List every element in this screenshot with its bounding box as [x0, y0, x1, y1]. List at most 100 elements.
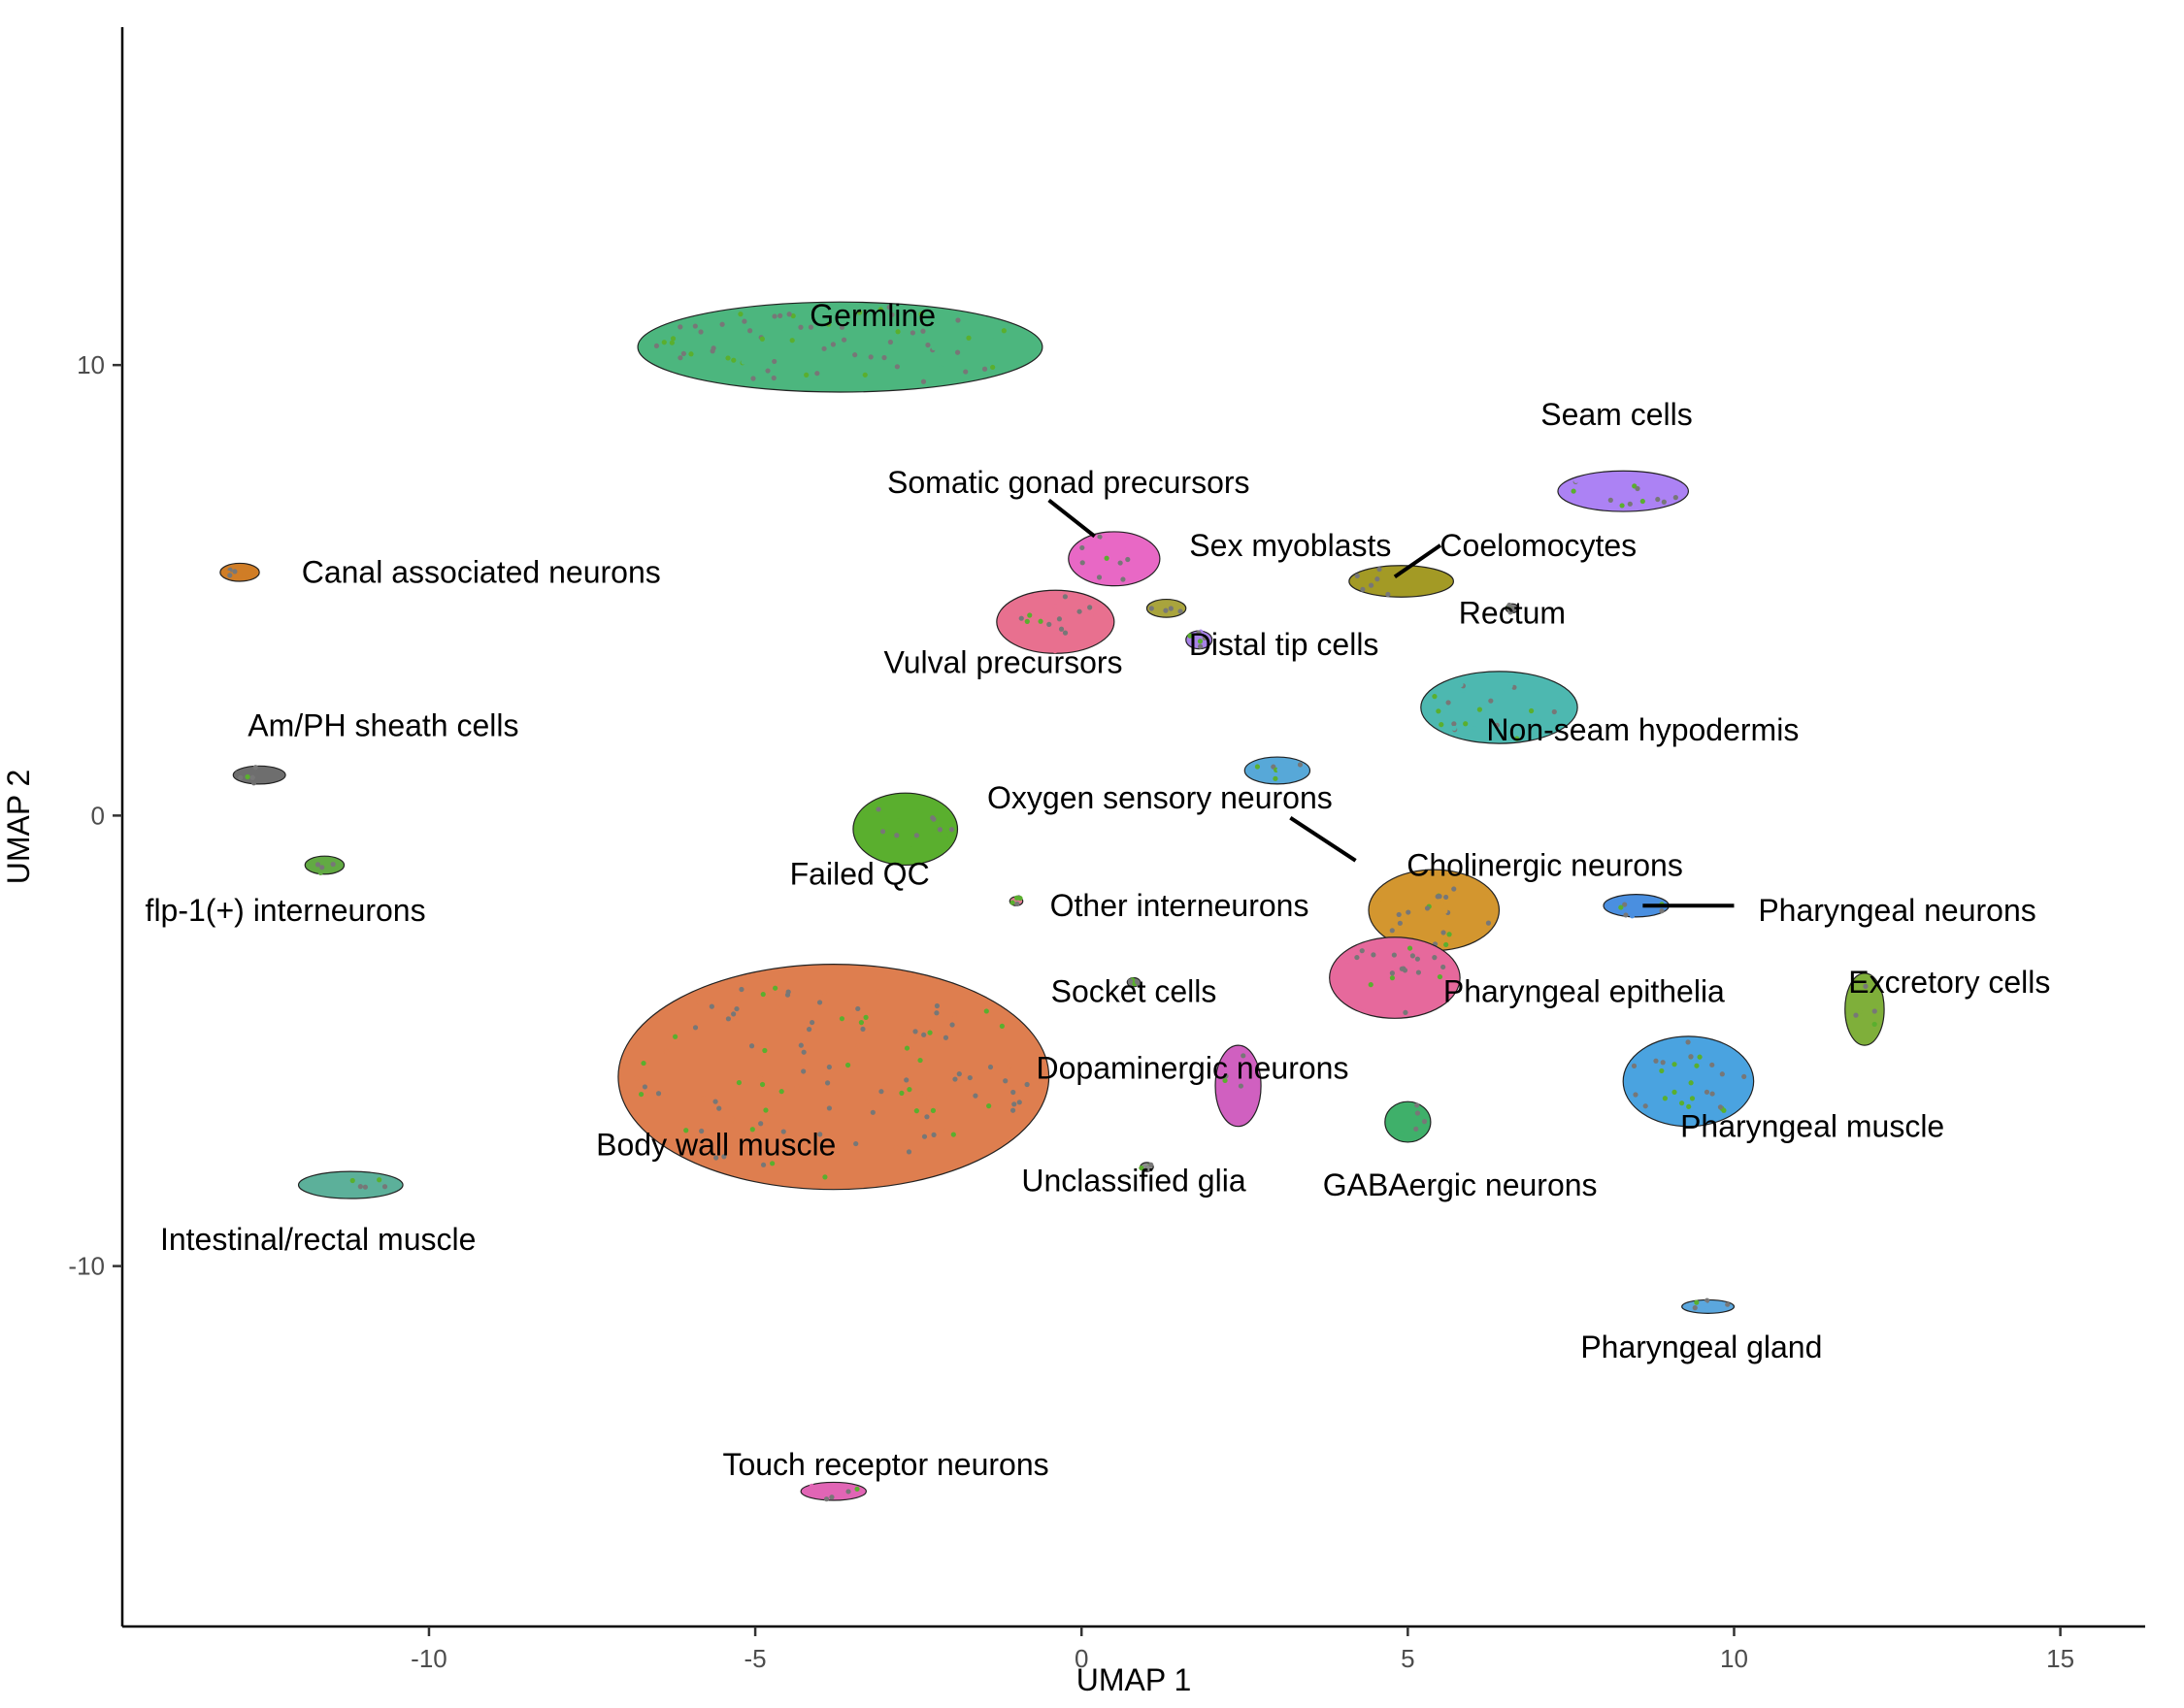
point-pharyngeal-epithelia — [1344, 958, 1350, 964]
point-germline — [765, 368, 771, 374]
point-somatic-gonad-precursors — [1117, 560, 1123, 566]
point-body-wall-muscle — [927, 1030, 933, 1035]
point-excretory-cells — [1871, 1021, 1877, 1028]
label-gabaergic-neurons: GABAergic neurons — [1323, 1167, 1598, 1202]
y-tick-label: 0 — [91, 801, 105, 830]
point-germline — [925, 342, 931, 348]
point-vulval-precursors — [1062, 594, 1068, 600]
point-germline — [821, 345, 827, 351]
cluster-blob-dopaminergic-neurons — [1214, 1044, 1262, 1128]
point-body-wall-muscle — [956, 1071, 962, 1077]
point-pharyngeal-epithelia — [1368, 982, 1373, 988]
point-germline — [680, 350, 686, 356]
point-sex-myoblasts — [1177, 608, 1183, 614]
point-germline — [863, 315, 869, 321]
point-body-wall-muscle — [1016, 1100, 1022, 1105]
point-cholinergic-neurons — [1439, 901, 1444, 906]
point-pharyngeal-epithelia — [1415, 969, 1422, 975]
point-germline — [888, 373, 895, 379]
point-cholinergic-neurons — [1397, 920, 1403, 926]
cluster-points-layer — [219, 301, 1885, 1502]
point-body-wall-muscle — [836, 1091, 842, 1097]
point-cholinergic-neurons — [1443, 894, 1449, 901]
point-pharyngeal-epithelia — [1402, 968, 1408, 973]
point-vulval-precursors — [1018, 615, 1024, 621]
point-body-wall-muscle — [893, 1145, 899, 1151]
label-oxygen-sensory-neurons: Oxygen sensory neurons — [987, 780, 1333, 815]
point-body-wall-muscle — [934, 1010, 940, 1016]
point-body-wall-muscle — [780, 1129, 786, 1134]
point-germline — [839, 324, 845, 330]
point-somatic-gonad-precursors — [1125, 556, 1131, 563]
point-failed-qc — [908, 845, 913, 852]
point-non-seam-hypodermis — [1499, 689, 1505, 696]
point-body-wall-muscle — [739, 986, 745, 993]
cluster-blob-body-wall-muscle — [617, 963, 1050, 1191]
point-pharyngeal-epithelia — [1394, 968, 1400, 973]
point-body-wall-muscle — [721, 1154, 727, 1160]
point-pharyngeal-muscle — [1709, 1062, 1715, 1068]
point-intestinal-rectal-muscle — [381, 1184, 388, 1190]
point-body-wall-muscle — [906, 1149, 912, 1155]
point-germline — [990, 364, 996, 371]
point-germline — [877, 307, 883, 312]
point-pharyngeal-neurons — [1623, 912, 1629, 918]
point-non-seam-hypodermis — [1539, 718, 1545, 725]
point-body-wall-muscle — [855, 1005, 861, 1012]
point-failed-qc — [937, 827, 943, 833]
point-body-wall-muscle — [701, 1096, 707, 1101]
point-am-ph-sheath-cells — [238, 774, 244, 780]
cluster-blob-excretory-cells — [1844, 972, 1885, 1046]
point-pharyngeal-muscle — [1631, 1063, 1638, 1068]
point-body-wall-muscle — [934, 1002, 940, 1009]
point-germline — [966, 335, 972, 341]
point-canal-associated-neurons — [232, 569, 238, 575]
point-flp-1-interneurons — [314, 862, 321, 868]
point-vulval-precursors — [1052, 604, 1059, 609]
point-body-wall-muscle — [635, 1086, 641, 1092]
point-body-wall-muscle — [699, 1128, 705, 1134]
point-distal-tip-cells — [1196, 630, 1202, 636]
point-non-seam-hypodermis — [1494, 722, 1500, 728]
point-body-wall-muscle — [817, 1132, 823, 1137]
cluster-blob-touch-receptor-neurons — [800, 1481, 867, 1501]
cluster-unclassified-glia — [1139, 1162, 1154, 1172]
point-oxygen-sensory-neurons — [1276, 767, 1282, 772]
point-germline — [862, 372, 868, 378]
point-flp-1-interneurons — [330, 861, 336, 868]
point-body-wall-muscle — [821, 990, 828, 996]
point-intestinal-rectal-muscle — [357, 1184, 363, 1190]
point-cholinergic-neurons — [1436, 871, 1442, 877]
point-flp-1-interneurons — [317, 870, 323, 875]
point-pharyngeal-epithelia — [1406, 945, 1413, 951]
point-body-wall-muscle — [673, 1034, 678, 1039]
point-failed-qc — [894, 833, 900, 838]
point-other-interneurons — [1017, 895, 1023, 902]
point-failed-qc — [896, 818, 902, 824]
point-oxygen-sensory-neurons — [1273, 775, 1278, 781]
point-gabaergic-neurons — [1414, 1110, 1421, 1116]
point-body-wall-muscle — [775, 1004, 780, 1010]
point-non-seam-hypodermis — [1507, 683, 1513, 689]
point-failed-qc — [948, 827, 955, 833]
point-germline — [920, 378, 927, 384]
point-pharyngeal-muscle — [1688, 1080, 1694, 1086]
label-intestinal-rectal-muscle: Intestinal/rectal muscle — [160, 1222, 476, 1257]
point-germline — [719, 335, 725, 341]
point-vulval-precursors — [1027, 612, 1033, 618]
point-pharyngeal-muscle — [1642, 1103, 1648, 1109]
point-body-wall-muscle — [1024, 1081, 1030, 1088]
point-germline — [738, 312, 744, 317]
point-germline — [772, 358, 778, 365]
point-pharyngeal-muscle — [1694, 1063, 1700, 1068]
point-body-wall-muscle — [917, 1057, 923, 1064]
point-vulval-precursors — [1076, 608, 1082, 614]
point-body-wall-muscle — [950, 1132, 956, 1137]
point-am-ph-sheath-cells — [249, 774, 255, 780]
point-am-ph-sheath-cells — [250, 780, 257, 786]
point-germline — [789, 338, 795, 344]
point-body-wall-muscle — [801, 1049, 807, 1055]
point-body-wall-muscle — [794, 1084, 800, 1090]
point-seam-cells — [1635, 485, 1640, 492]
point-pharyngeal-muscle — [1659, 1068, 1665, 1074]
